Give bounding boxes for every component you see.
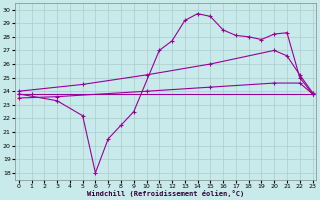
- X-axis label: Windchill (Refroidissement éolien,°C): Windchill (Refroidissement éolien,°C): [87, 190, 244, 197]
